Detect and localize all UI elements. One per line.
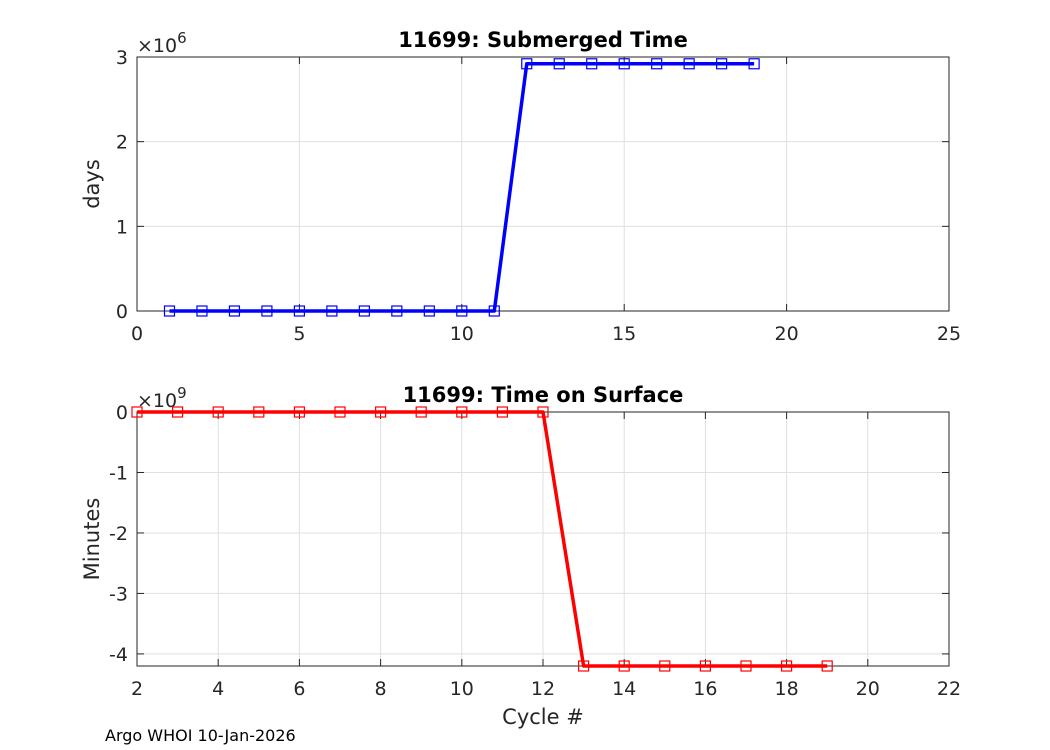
data-point [780, 660, 793, 672]
footer-credit: Argo WHOI 10-Jan-2026 [105, 726, 296, 745]
data-point [586, 58, 598, 70]
y-exponent-label: ×109 [137, 384, 187, 412]
y-tick-label: 0 [116, 402, 128, 424]
chart-title: 11699: Time on Surface [403, 383, 684, 407]
data-point [521, 58, 533, 70]
data-point [293, 305, 305, 317]
data-point [253, 406, 265, 418]
x-tick-label: 20 [856, 678, 880, 700]
y-exponent-power: 9 [177, 384, 187, 402]
y-tick-label: -3 [109, 583, 128, 605]
x-tick-label: 16 [693, 678, 717, 700]
y-tick-label: 2 [116, 132, 128, 154]
y-tick-label: -4 [109, 644, 128, 666]
data-point [358, 305, 370, 317]
data-point [748, 58, 760, 70]
y-tick-label: 1 [116, 216, 128, 238]
x-tick-label: 4 [212, 678, 224, 700]
data-point [821, 660, 833, 672]
data-point [375, 406, 387, 418]
series-line [137, 410, 828, 668]
data-point [651, 58, 663, 70]
y-tick-label: 0 [116, 301, 128, 323]
data-point [415, 406, 427, 418]
x-tick-label: 22 [937, 678, 961, 700]
data-point [293, 406, 305, 418]
data-point [537, 406, 549, 418]
x-tick-label: 2 [131, 678, 143, 700]
data-point [659, 660, 671, 672]
data-point [553, 58, 565, 70]
data-point [228, 305, 241, 317]
x-tick-label: 14 [612, 678, 636, 700]
data-point [740, 660, 752, 672]
y-exponent-label: ×106 [137, 29, 187, 57]
axes-frame [136, 56, 950, 312]
x-tick-label: 10 [450, 678, 474, 700]
data-point [212, 406, 224, 418]
data-point [196, 305, 208, 317]
chart-title: 11699: Submerged Time [398, 28, 688, 52]
x-tick-label: 6 [293, 678, 305, 700]
data-point [577, 660, 590, 672]
data-point [716, 58, 728, 70]
data-point [699, 660, 712, 672]
data-point [172, 406, 184, 418]
x-tick-label: 15 [612, 323, 636, 345]
data-point [261, 305, 273, 317]
data-point [163, 305, 176, 317]
time-on-surface-chart: 2 4 6 8 10 12 14 16 18 20 22 0 -1 -2 -3 -4 ×109 11699: Ti… [80, 383, 961, 729]
y-tick-label: 3 [116, 47, 128, 69]
data-point [683, 58, 695, 70]
y-axis-label: Minutes [80, 498, 104, 581]
x-tick-label: 20 [775, 323, 799, 345]
x-tick-label: 10 [450, 323, 474, 345]
data-point [618, 660, 630, 672]
submerged-time-chart: 0 5 10 15 20 25 0 1 2 3 ×106 11699: Submerged Time d… [80, 28, 961, 345]
x-tick-label: 8 [375, 678, 387, 700]
x-tick-label: 0 [131, 323, 143, 345]
data-point [326, 305, 338, 317]
x-tick-label: 12 [531, 678, 555, 700]
x-axis-label: Cycle # [502, 705, 584, 729]
data-point [423, 305, 435, 317]
data-point [488, 305, 500, 317]
data-point [391, 305, 403, 317]
data-point [131, 406, 143, 418]
x-tick-label: 18 [775, 678, 799, 700]
data-point [334, 406, 346, 418]
y-exponent-power: 6 [177, 29, 187, 47]
x-tick-label: 25 [937, 323, 961, 345]
y-tick-label: -1 [109, 462, 128, 484]
y-tick-label: -2 [109, 523, 128, 545]
data-point [456, 406, 468, 418]
y-axis-label: days [80, 159, 104, 209]
x-tick-label: 5 [293, 323, 305, 345]
plot-area [137, 57, 949, 311]
data-point [456, 305, 468, 317]
data-point [496, 406, 508, 418]
data-point [618, 58, 630, 70]
series-line [169, 62, 755, 313]
y-exponent-base: ×10 [137, 35, 177, 57]
y-exponent-base: ×10 [137, 390, 177, 412]
